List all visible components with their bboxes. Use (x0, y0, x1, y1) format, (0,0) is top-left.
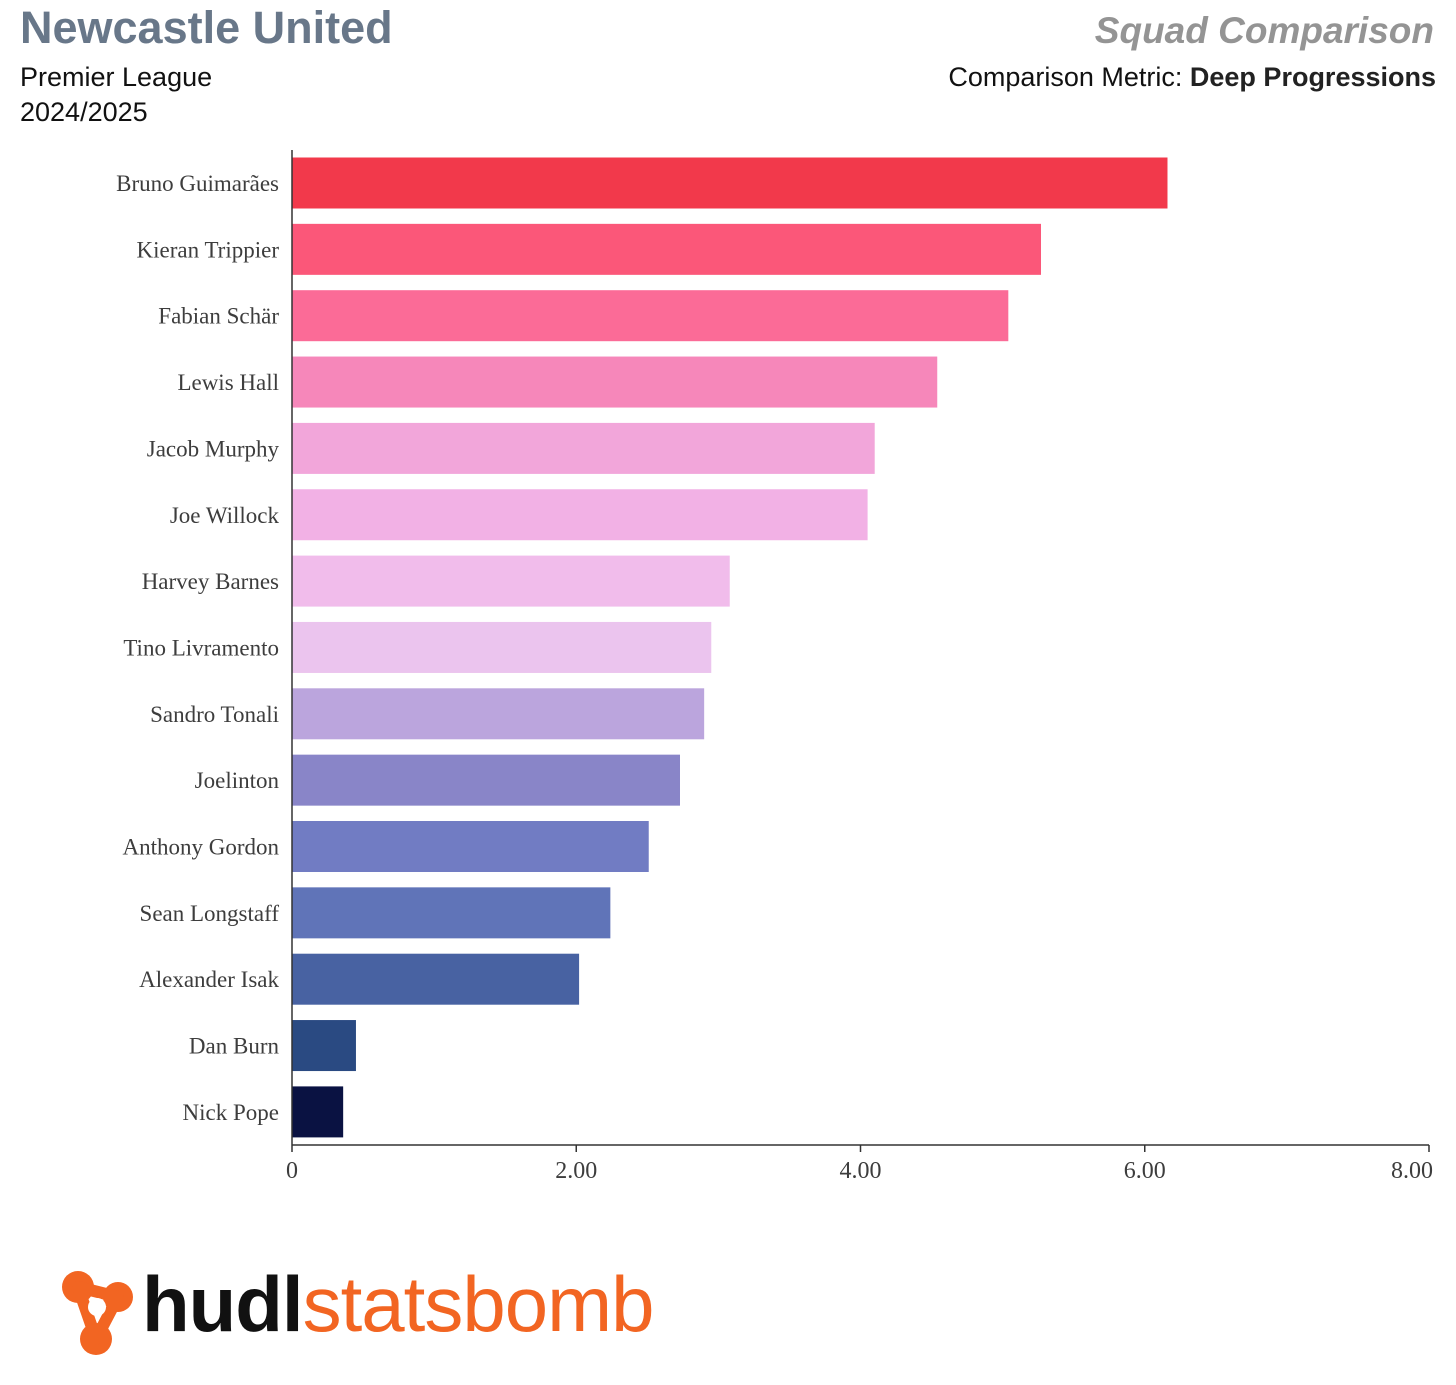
y-tick-label: Kieran Trippier (137, 237, 280, 262)
hudl-statsbomb-logo: hudlstatsbomb (56, 1263, 656, 1363)
y-tick-label: Dan Burn (189, 1034, 280, 1059)
bar-tino-livramento (292, 621, 712, 673)
y-tick-label: Sean Longstaff (140, 901, 280, 926)
report-title: Squad Comparison (1094, 10, 1434, 51)
y-tick-label: Tino Livramento (123, 635, 279, 660)
x-tick-label: 4.00 (840, 1158, 882, 1184)
metric-line: Comparison Metric: Deep Progressions (948, 62, 1436, 93)
x-tick-label: 8.00 (1391, 1158, 1433, 1184)
x-axis-ticks: 0 2.00 4.00 6.00 8.00 (286, 1145, 1433, 1184)
y-tick-label: Joelinton (195, 768, 280, 793)
bar-sandro-tonali (292, 688, 705, 740)
metric-prefix: Comparison Metric: (948, 62, 1190, 92)
bar-kieran-trippier (292, 223, 1041, 275)
y-tick-label: Joe Willock (170, 503, 280, 528)
y-tick-label: Jacob Murphy (147, 436, 280, 461)
y-tick-label: Harvey Barnes (142, 569, 279, 594)
season-label: 2024/2025 (20, 97, 148, 127)
bar-series (292, 157, 1168, 1138)
bar-alexander-isak (292, 953, 580, 1005)
metric-name: Deep Progressions (1189, 62, 1436, 92)
logo-text-hudl: hudl (142, 1260, 304, 1348)
bar-joelinton (292, 754, 681, 806)
y-tick-label: Bruno Guimarães (116, 171, 279, 196)
y-tick-label: Fabian Schär (158, 304, 279, 329)
y-tick-label: Anthony Gordon (122, 835, 279, 860)
bar-jacob-murphy (292, 422, 875, 474)
bar-dan-burn (292, 1020, 356, 1072)
y-tick-label: Sandro Tonali (150, 702, 279, 727)
x-tick-label: 2.00 (555, 1158, 597, 1184)
x-tick-label: 6.00 (1124, 1158, 1166, 1184)
y-tick-label: Lewis Hall (177, 370, 279, 395)
bar-joe-willock (292, 489, 868, 541)
bar-fabian-sch-r (292, 290, 1009, 342)
bar-harvey-barnes (292, 555, 730, 607)
team-name: Newcastle United (20, 2, 393, 53)
bar-bruno-guimar-es (292, 157, 1168, 209)
competition-label: Premier League (20, 62, 213, 92)
logo-text-statsbomb: statsbomb (302, 1260, 655, 1348)
bar-chart: Bruno Guimarães Kieran Trippier Fabian Sch… (116, 150, 1433, 1184)
y-tick-label: Nick Pope (183, 1100, 279, 1125)
y-axis-labels: Bruno Guimarães Kieran Trippier Fabian Sch… (116, 171, 279, 1125)
bar-nick-pope (292, 1086, 344, 1138)
statsbomb-logo-icon (62, 1271, 133, 1355)
y-tick-label: Alexander Isak (139, 967, 279, 992)
x-tick-label: 0 (286, 1158, 298, 1184)
logo-wordmark: hudlstatsbomb (142, 1265, 654, 1343)
bar-anthony-gordon (292, 821, 649, 872)
bar-lewis-hall (292, 356, 938, 408)
bar-sean-longstaff (292, 887, 611, 939)
